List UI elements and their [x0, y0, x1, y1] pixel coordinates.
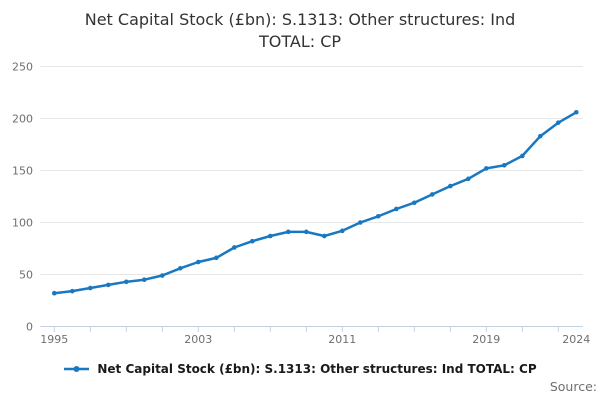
data-point-marker[interactable]	[88, 285, 93, 291]
data-point-marker[interactable]	[124, 279, 129, 285]
data-point-marker[interactable]	[142, 277, 147, 283]
legend-label: Net Capital Stock (£bn): S.1313: Other s…	[97, 362, 537, 376]
data-point-marker[interactable]	[160, 273, 165, 278]
line-chart-plot: 0 50 100 150 200 250 1995 2003 2011 2019 2024	[12, 61, 590, 347]
y-axis-label: 100	[12, 217, 33, 230]
legend[interactable]: Net Capital Stock (£bn): S.1313: Other s…	[0, 360, 600, 378]
data-point-marker[interactable]	[106, 282, 111, 288]
chart-title: Net Capital Stock (£bn): S.1313: Other s…	[84, 10, 516, 51]
y-axis-label: 200	[12, 113, 33, 126]
data-point-marker[interactable]	[484, 166, 489, 171]
legend-line-marker-icon	[64, 366, 90, 372]
y-axis-label: 250	[12, 61, 33, 74]
source-label: Source:	[549, 379, 597, 394]
x-axis-label: 2024	[562, 333, 590, 346]
data-point-marker[interactable]	[232, 245, 237, 250]
data-point-marker[interactable]	[286, 229, 291, 235]
data-point-marker[interactable]	[466, 176, 471, 182]
data-point-marker[interactable]	[394, 206, 399, 212]
data-point-marker[interactable]	[430, 192, 435, 197]
data-point-marker[interactable]	[556, 120, 561, 125]
data-point-marker[interactable]	[322, 233, 327, 239]
data-point-marker[interactable]	[376, 213, 381, 219]
data-point-marker[interactable]	[250, 238, 255, 244]
data-point-marker[interactable]	[178, 265, 183, 271]
data-line	[53, 111, 578, 295]
data-point-marker[interactable]	[340, 228, 345, 234]
data-point-marker[interactable]	[358, 220, 363, 225]
data-point-marker[interactable]	[268, 233, 273, 239]
data-point-marker[interactable]	[70, 288, 75, 294]
data-point-marker[interactable]	[196, 259, 201, 265]
x-axis-label: 2003	[184, 333, 212, 346]
data-point-marker[interactable]	[448, 183, 453, 189]
x-axis-label: 1995	[40, 333, 68, 346]
data-point-marker[interactable]	[520, 153, 525, 159]
y-axis-label: 0	[26, 321, 33, 334]
data-point-marker[interactable]	[502, 163, 507, 168]
data-point-marker[interactable]	[538, 133, 543, 139]
data-point-marker[interactable]	[214, 255, 219, 261]
x-axis-label: 2019	[472, 333, 500, 346]
y-axis-label: 50	[19, 269, 33, 282]
data-point-marker[interactable]	[412, 200, 417, 206]
data-point-marker[interactable]	[52, 290, 57, 296]
data-point-marker[interactable]	[304, 229, 309, 235]
data-point-marker[interactable]	[574, 109, 579, 115]
x-axis-label: 2011	[328, 333, 356, 346]
y-axis-label: 150	[12, 165, 33, 178]
